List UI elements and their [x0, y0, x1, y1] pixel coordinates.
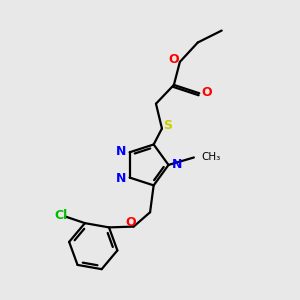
Text: N: N — [116, 145, 126, 158]
Text: O: O — [201, 86, 212, 99]
Text: N: N — [116, 172, 126, 185]
Text: S: S — [164, 119, 172, 132]
Text: O: O — [168, 53, 178, 66]
Text: Cl: Cl — [54, 209, 67, 222]
Text: CH₃: CH₃ — [201, 152, 220, 162]
Text: O: O — [125, 216, 136, 229]
Text: N: N — [172, 158, 182, 171]
